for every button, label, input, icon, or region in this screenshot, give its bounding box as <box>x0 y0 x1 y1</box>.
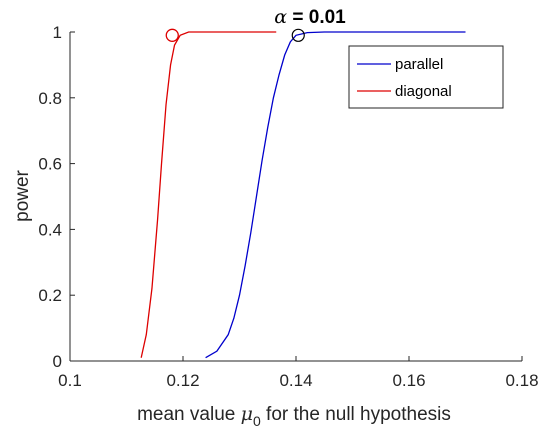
x-axis-label: mean value μ0 for the null hypothesis <box>137 403 451 429</box>
title-alpha-symbol: α <box>274 6 287 28</box>
x-tick-label: 0.1 <box>58 371 82 390</box>
title-alpha-value: = 0.01 <box>287 7 346 28</box>
x-tick-label: 0.12 <box>166 371 199 390</box>
x-label-suffix: for the null hypothesis <box>261 404 451 425</box>
plot-area <box>69 28 522 362</box>
x-label-prefix: mean value <box>137 404 241 425</box>
x-tick-label: 0.16 <box>392 371 425 390</box>
y-tick-label: 1 <box>53 23 62 42</box>
legend: parallel diagonal <box>348 45 504 109</box>
x-label-subscript: 0 <box>253 413 261 429</box>
series-line-diagonal <box>140 31 277 358</box>
legend-entry-diagonal: diagonal <box>395 83 452 100</box>
chart-title: α = 0.01 <box>274 6 346 28</box>
x-label-mu-symbol: μ <box>241 403 253 425</box>
y-axis-ticks: 0 0.2 0.4 0.6 0.8 1 <box>38 23 75 371</box>
legend-entry-parallel: parallel <box>395 56 443 73</box>
diagonal-marker-circle <box>165 28 179 42</box>
y-tick-label: 0.6 <box>38 155 62 174</box>
x-tick-label: 0.18 <box>505 371 538 390</box>
parallel-marker-circle <box>291 28 305 42</box>
y-axis-label: power <box>12 169 33 221</box>
y-tick-label: 0 <box>53 352 62 371</box>
legend-box <box>348 45 504 109</box>
y-tick-label: 0.8 <box>38 89 62 108</box>
x-axis-ticks: 0.1 0.12 0.14 0.16 0.18 <box>58 356 539 390</box>
y-tick-label: 0.2 <box>38 286 62 305</box>
y-tick-label: 0.4 <box>38 220 62 239</box>
x-tick-label: 0.14 <box>279 371 312 390</box>
series-line-parallel <box>205 31 466 359</box>
